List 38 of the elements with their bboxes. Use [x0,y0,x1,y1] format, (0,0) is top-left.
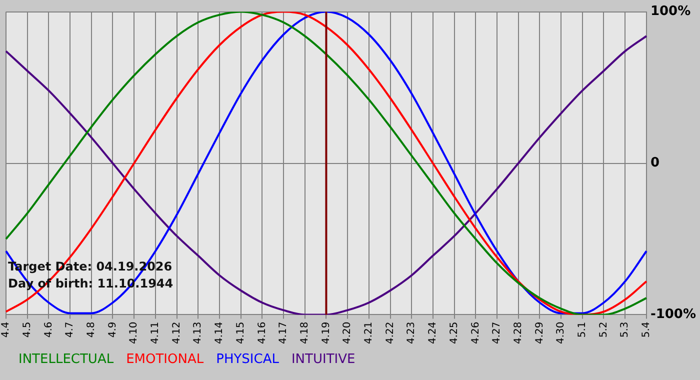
x-tick-label: 4.10 [128,322,140,344]
x-tick-label: 4.5 [22,322,33,338]
x-tick-label: 4.13 [192,322,204,344]
x-tick-label: 4.27 [492,322,503,344]
x-tick-label: 4.28 [512,322,524,344]
x-tick-label: 4.29 [534,322,546,344]
x-tick-label: 4.18 [299,322,310,344]
x-tick-label: 4.14 [214,322,226,344]
x-tick-label: 4.7 [64,322,76,338]
y-tick-label: 100% [650,4,691,20]
x-tick-label: 5.4 [641,322,652,338]
x-tick-label: 4.8 [86,322,97,338]
x-tick-label: 4.30 [556,322,567,344]
x-tick-label: 4.15 [235,322,246,344]
x-tick-label: 4.6 [43,322,54,338]
x-tick-label: 4.26 [470,322,482,344]
x-tick-label: 4.12 [171,322,182,344]
x-tick-label: 4.24 [428,322,439,344]
x-tick-label: 5.2 [598,322,610,338]
text: PHYSICAL [216,352,280,367]
x-tick-label: 5.3 [620,322,631,338]
x-tick-label: 4.19 [320,322,332,344]
x-tick-label: 5.1 [576,322,588,338]
x-tick-label: 4.16 [256,322,268,344]
y-tick-label: 0 [650,156,660,171]
x-tick-label: 4.9 [107,322,118,338]
x-tick-label: 4.17 [278,322,290,344]
x-tick-label: 4.23 [406,322,418,344]
x-tick-label: 4.20 [342,322,354,344]
text: INTELLECTUAL [18,352,114,367]
text: EMOTIONAL [126,352,204,367]
text: INTUITIVE [291,352,356,367]
y-tick-label: -100% [650,307,696,322]
x-tick-label: 4.4 [0,322,12,338]
x-tick-label: 4.21 [364,322,375,344]
x-tick-label: 4.11 [150,322,162,344]
x-tick-label: 4.22 [384,322,396,344]
x-tick-label: 4.25 [448,322,460,344]
